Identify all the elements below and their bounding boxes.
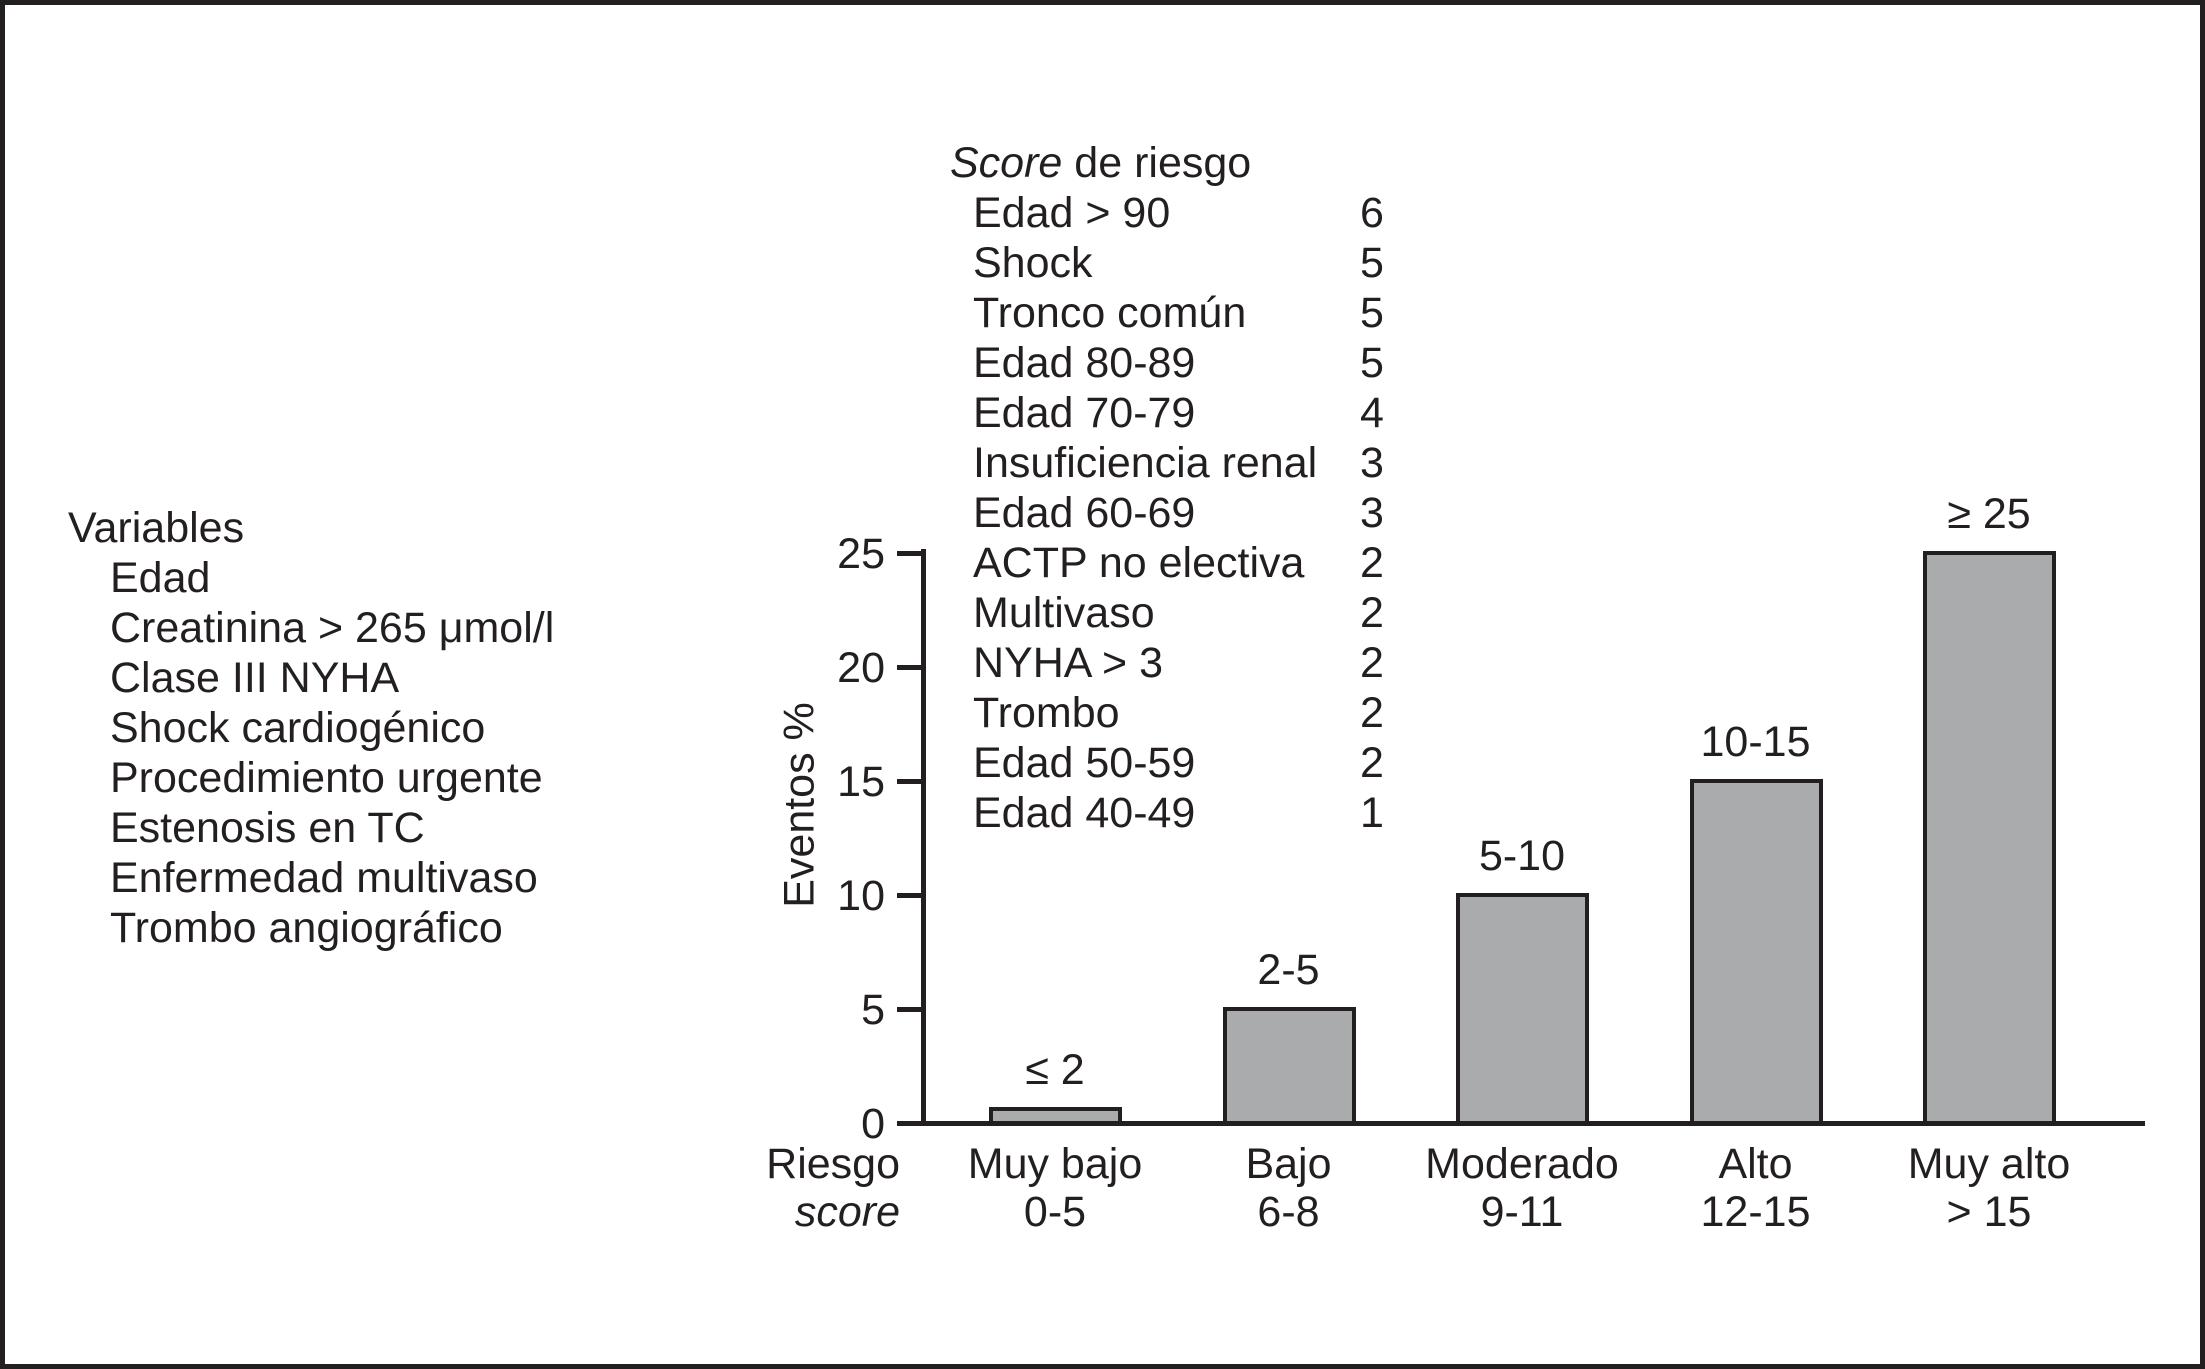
score-item-label: Tronco común [973, 289, 1247, 337]
variables-panel: Variables Edad Creatinina > 265 μmol/l Cla… [68, 503, 554, 953]
variables-heading: Variables [68, 504, 245, 552]
variable-item: Edad [110, 554, 211, 602]
score-item-points: 6 [1360, 189, 1384, 237]
score-row: Tronco común 5 [950, 288, 1443, 338]
y-axis [921, 549, 926, 1126]
y-tick [897, 665, 926, 670]
bar-value-label: 5-10 [1478, 832, 1566, 880]
score-item-label: Edad 50-59 [973, 739, 1196, 787]
score-item-points: 2 [1360, 739, 1384, 787]
bar [1923, 551, 2056, 1121]
score-row: Edad 50-59 2 [950, 738, 1443, 788]
x-category-label: Moderado 9-11 [1362, 1140, 1682, 1236]
score-title-rest: de riesgo [1062, 139, 1252, 187]
score-item-label: Edad 60-69 [973, 489, 1196, 537]
y-tick [897, 779, 926, 784]
x-axis [921, 1121, 2145, 1126]
score-title-italic: Score [950, 139, 1063, 187]
variable-item: Procedimiento urgente [110, 754, 543, 802]
x-category-label: Alto 12-15 [1596, 1140, 1916, 1236]
bar-value-label: ≤ 2 [1025, 1046, 1085, 1094]
score-item-label: ACTP no electiva [973, 539, 1305, 587]
x-category-name: Muy bajo [967, 1140, 1143, 1188]
x-axis-title: Riesgo score [630, 1140, 900, 1236]
x-category-name: Moderado [1425, 1140, 1619, 1188]
bar-value-label: 2-5 [1257, 946, 1320, 994]
bar [1689, 779, 1823, 1121]
score-item-points: 3 [1360, 439, 1384, 487]
score-row: Edad > 90 6 [950, 188, 1443, 238]
x-category-range: 0-5 [1023, 1188, 1087, 1236]
score-item-label: Edad 70-79 [973, 389, 1196, 437]
x-category-range: 9-11 [1480, 1188, 1564, 1236]
bar-value-label: 10-15 [1700, 718, 1811, 766]
score-item-label: Edad 40-49 [973, 789, 1196, 837]
variables-list: Edad Creatinina > 265 μmol/l Clase III NYH… [68, 553, 554, 953]
score-title: Score de riesgo [950, 138, 1443, 188]
score-panel: Score de riesgo Edad > 90 6 Shock 5 Tronco c… [950, 138, 1443, 838]
score-row: Edad 40-49 1 [950, 788, 1443, 838]
y-tick [897, 1121, 926, 1126]
x-category-name: Muy alto [1907, 1140, 2071, 1188]
variable-item: Clase III NYHA [110, 654, 400, 702]
x-category-name: Bajo [1245, 1140, 1332, 1188]
score-list: Edad > 90 6 Shock 5 Tronco común 5 Edad 80-89 5… [950, 188, 1443, 838]
bar [1456, 893, 1589, 1121]
score-item-points: 2 [1360, 689, 1384, 737]
score-row: Multivaso 2 [950, 588, 1443, 638]
score-item-points: 2 [1360, 639, 1384, 687]
score-item-points: 3 [1360, 489, 1384, 537]
score-item-points: 5 [1360, 239, 1384, 287]
variable-item: Shock cardiogénico [110, 704, 486, 752]
bar [1222, 1007, 1356, 1121]
y-tick-label: 25 [837, 529, 885, 578]
score-row: Edad 80-89 5 [950, 338, 1443, 388]
y-tick [897, 893, 926, 898]
variable-item: Trombo angiográfico [110, 904, 503, 952]
y-tick [897, 1007, 926, 1012]
y-tick-label: 5 [861, 985, 885, 1034]
variable-item: Estenosis en TC [110, 804, 425, 852]
score-item-label: NYHA > 3 [973, 639, 1164, 687]
score-row: Edad 60-69 3 [950, 488, 1443, 538]
score-item-points: 5 [1360, 289, 1384, 337]
score-row: NYHA > 3 2 [950, 638, 1443, 688]
score-item-label: Edad > 90 [973, 189, 1171, 237]
score-row: Insuficiencia renal 3 [950, 438, 1443, 488]
x-category-range: 6-8 [1257, 1188, 1320, 1236]
score-item-label: Multivaso [973, 589, 1155, 637]
score-row: Trombo 2 [950, 688, 1443, 738]
x-category-range: 12-15 [1700, 1188, 1811, 1236]
y-tick-label: 0 [861, 1099, 885, 1148]
score-row: Edad 70-79 4 [950, 388, 1443, 438]
score-item-points: 2 [1360, 539, 1384, 587]
x-axis-title-line2: score [794, 1188, 900, 1236]
y-tick-label: 15 [837, 757, 885, 806]
score-row: Shock 5 [950, 238, 1443, 288]
score-item-label: Insuficiencia renal [973, 439, 1318, 487]
x-category-range: > 15 [1946, 1188, 2032, 1236]
score-row: ACTP no electiva 2 [950, 538, 1443, 588]
x-category-label: Muy bajo 0-5 [895, 1140, 1215, 1236]
variable-item: Creatinina > 265 μmol/l [110, 604, 555, 652]
x-axis-title-line1: Riesgo [766, 1140, 900, 1188]
score-item-points: 4 [1360, 389, 1384, 437]
score-item-label: Shock [973, 239, 1093, 287]
y-tick-label: 10 [837, 871, 885, 920]
score-item-points: 5 [1360, 339, 1384, 387]
x-category-label: Muy alto > 15 [1829, 1140, 2149, 1236]
y-tick [897, 551, 926, 556]
score-item-label: Edad 80-89 [973, 339, 1196, 387]
variable-item: Enfermedad multivaso [110, 854, 538, 902]
score-item-points: 2 [1360, 589, 1384, 637]
x-category-name: Alto [1718, 1140, 1793, 1188]
score-item-points: 1 [1360, 789, 1384, 837]
y-tick-label: 20 [837, 643, 885, 692]
x-category-label: Bajo 6-8 [1129, 1140, 1449, 1236]
bar-value-label: ≥ 25 [1947, 490, 2031, 538]
score-item-label: Trombo [973, 689, 1120, 737]
bar [989, 1107, 1122, 1121]
